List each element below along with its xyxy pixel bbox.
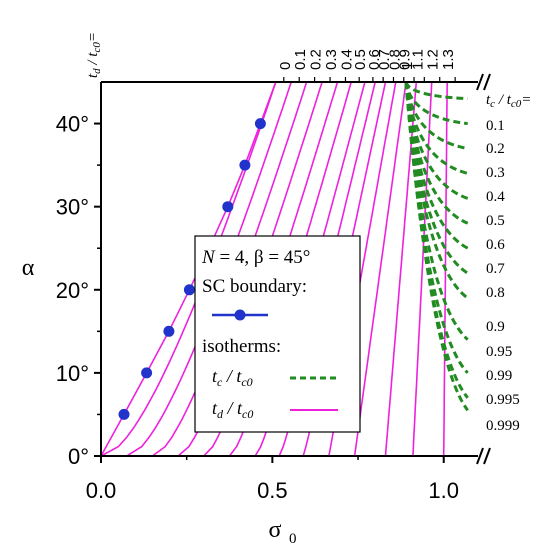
- sc-boundary-point: [118, 408, 130, 420]
- svg-text:0.6: 0.6: [366, 49, 383, 70]
- sc-boundary-point: [141, 367, 153, 379]
- x-tick-label: 0.0: [86, 478, 117, 503]
- right-tick-label: 0.999: [486, 418, 520, 434]
- svg-text:1.3: 1.3: [440, 49, 457, 70]
- x-tick-label: 0.5: [257, 478, 288, 503]
- right-tick-label: 0.9: [486, 319, 505, 335]
- sc-boundary-point: [183, 284, 195, 296]
- axis-break-bottom: [476, 447, 491, 465]
- right-tick-label: 0.4: [486, 189, 505, 205]
- top-tick-label: 0.1: [292, 49, 309, 70]
- top-tick-label: 0.5: [352, 49, 369, 70]
- legend-sc-sample: [212, 309, 268, 321]
- axis-break-top: [476, 73, 491, 91]
- svg-text:0.8: 0.8: [387, 49, 404, 70]
- right-tick-label: 0.5: [486, 213, 505, 229]
- top-tick-label: 0.4: [339, 49, 356, 70]
- top-tick-label: 1.2: [425, 49, 442, 70]
- sc-boundary-point: [222, 201, 234, 213]
- top-tick-label: 0.2: [308, 49, 325, 70]
- legend: N = 4, β = 45° SC boundary: isotherms: t…: [194, 235, 361, 433]
- x-axis-label-sub: 0: [289, 531, 297, 547]
- top-tick-label: 1: [399, 62, 416, 70]
- svg-text:0.4: 0.4: [339, 49, 356, 70]
- tc-isotherm-line: [404, 82, 469, 250]
- top-axis-title: td / tc0=: [85, 32, 103, 78]
- right-tick-label: 0.99: [486, 368, 512, 384]
- svg-text:td / tc0=: td / tc0=: [85, 32, 103, 78]
- y-tick-label: 40°: [56, 112, 89, 137]
- sc-boundary-point: [239, 159, 251, 171]
- y-tick-label: 10°: [56, 361, 89, 386]
- top-tick-label: 1.3: [440, 49, 457, 70]
- right-tick-label: 0.8: [486, 285, 505, 301]
- y-tick-label: 0°: [68, 444, 89, 469]
- right-axis-title: tc / tc0=: [486, 92, 531, 110]
- top-tick-label: 0.9: [397, 49, 414, 70]
- top-tick-label: 0.6: [366, 49, 383, 70]
- svg-text:0.1: 0.1: [292, 49, 309, 70]
- y-tick-label: 30°: [56, 195, 89, 220]
- right-tick-label: 0.6: [486, 237, 505, 253]
- right-tick-label: 0.1: [486, 118, 505, 134]
- top-tick-label: 1.1: [409, 49, 426, 70]
- tc-isotherm-line: [404, 82, 469, 412]
- x-axis-label: σ: [269, 517, 282, 543]
- sc-boundary-point: [254, 118, 266, 130]
- sc-boundary-point: [163, 325, 175, 337]
- svg-text:0.7: 0.7: [376, 49, 393, 70]
- svg-text:0.9: 0.9: [397, 49, 414, 70]
- top-tick-label: 0.3: [323, 49, 340, 70]
- svg-text:0.2: 0.2: [308, 49, 325, 70]
- tc-isotherm-line: [404, 82, 469, 200]
- legend-box: [194, 235, 361, 433]
- svg-text:1: 1: [399, 62, 416, 70]
- legend-sc-label: SC boundary:: [202, 276, 307, 297]
- td-isotherm-line: [412, 82, 433, 456]
- top-tick-label: 0.8: [387, 49, 404, 70]
- x-tick-label: 1.0: [428, 478, 459, 503]
- svg-text:1.2: 1.2: [425, 49, 442, 70]
- right-tick-label: 0.7: [486, 261, 505, 277]
- td-isotherm-line: [384, 82, 418, 456]
- legend-td-label: td / tc0: [212, 398, 253, 421]
- legend-title: N = 4, β = 45°: [201, 247, 310, 268]
- right-tick-label: 0.2: [486, 141, 505, 157]
- td-isotherm-line: [353, 82, 407, 456]
- tc-isotherm-line: [404, 82, 469, 300]
- right-tick-label: 0.995: [486, 392, 520, 408]
- legend-tc-label: tc / tc0: [212, 366, 253, 389]
- svg-text:0.5: 0.5: [352, 49, 369, 70]
- right-tick-label: 0.3: [486, 165, 505, 181]
- y-axis-label: α: [22, 255, 35, 281]
- right-tick-label: 0.95: [486, 344, 512, 360]
- legend-iso-label: isotherms:: [202, 336, 281, 357]
- top-tick-label: 0: [277, 62, 294, 70]
- top-tick-label: 0.7: [376, 49, 393, 70]
- svg-text:tc / tc0=: tc / tc0=: [486, 92, 531, 110]
- svg-text:0: 0: [277, 62, 294, 70]
- svg-text:0.3: 0.3: [323, 49, 340, 70]
- svg-text:1.1: 1.1: [409, 49, 426, 70]
- y-tick-label: 20°: [56, 278, 89, 303]
- x-axis-title: σ 0: [269, 517, 297, 547]
